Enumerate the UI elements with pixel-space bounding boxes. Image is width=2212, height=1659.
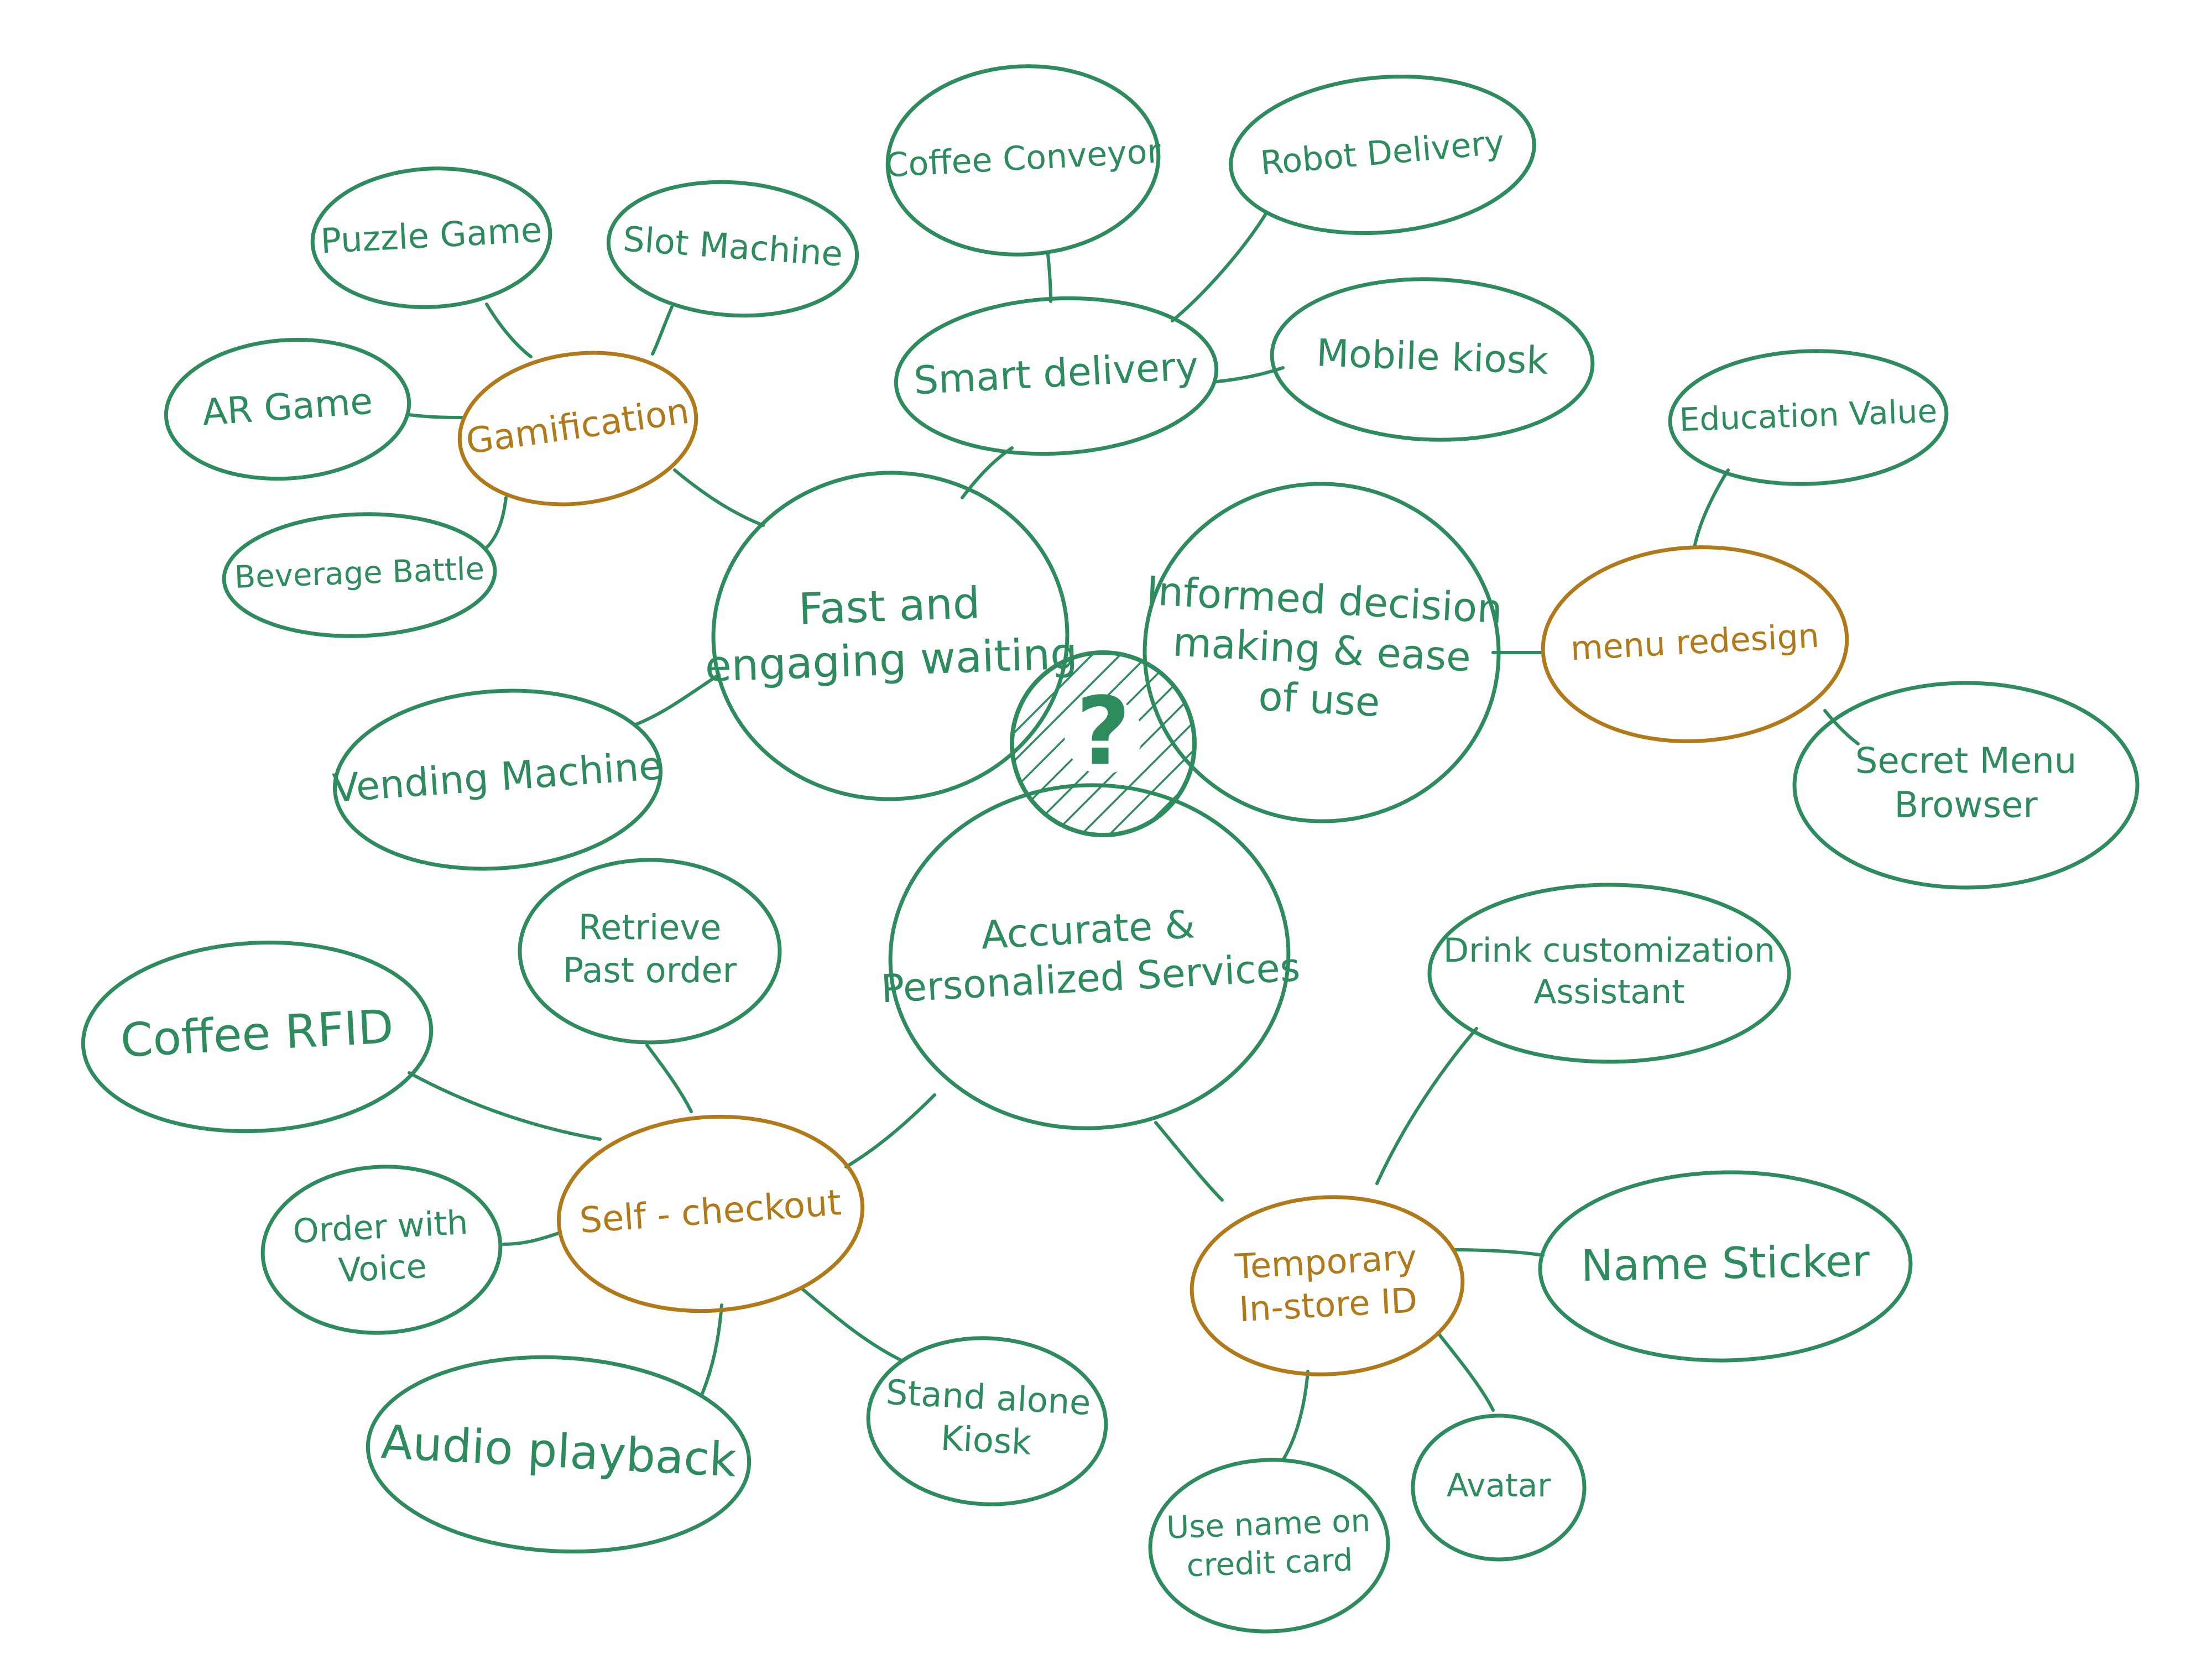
category-temporary-id-outline bbox=[1190, 1195, 1465, 1376]
link-self-retrieve bbox=[645, 1044, 693, 1113]
link-fast-vending bbox=[634, 673, 721, 726]
idea-avatar: Avatar bbox=[1411, 1413, 1587, 1562]
link-self-voice bbox=[502, 1232, 560, 1246]
idea-beverage-battle-label-line-1: Beverage Battle bbox=[234, 551, 485, 596]
pillar-informed-decision-label-line-3: of use bbox=[1258, 673, 1381, 726]
idea-retrieve-past-order-label-line-1: Retrieve bbox=[578, 907, 721, 947]
link-accurate-tempid bbox=[1154, 1121, 1224, 1202]
idea-order-with-voice-label-line-2: Voice bbox=[337, 1247, 427, 1290]
link-menu-secret bbox=[1823, 709, 1860, 745]
idea-use-name-on-credit-card-label-line-2: credit card bbox=[1186, 1542, 1354, 1584]
link-fast-gamification bbox=[673, 468, 765, 527]
category-self-checkout-outline bbox=[556, 1114, 865, 1313]
link-temp-avatar bbox=[1436, 1331, 1495, 1412]
category-temporary-id-label-line-2: In-store ID bbox=[1238, 1280, 1418, 1329]
idea-coffee-conveyor-outline bbox=[885, 64, 1161, 257]
category-menu-redesign-outline bbox=[1541, 545, 1849, 743]
idea-robot-delivery-outline bbox=[1229, 74, 1536, 236]
idea-drink-customization-assistant-label-line-2: Assistant bbox=[1533, 973, 1684, 1011]
category-temporary-id-label-line-1: Temporary bbox=[1234, 1237, 1418, 1287]
idea-order-with-voice-outline bbox=[260, 1165, 503, 1335]
idea-drink-customization-assistant-outline bbox=[1427, 883, 1791, 1064]
idea-avatar-label-line-1: Avatar bbox=[1447, 1467, 1551, 1504]
center-question-mark: ? bbox=[1076, 677, 1131, 786]
idea-ar-game-outline bbox=[164, 337, 411, 481]
link-gam-beverage bbox=[485, 496, 508, 549]
link-smart-mobile bbox=[1215, 366, 1285, 383]
idea-name-sticker: Name Sticker bbox=[1538, 1170, 1913, 1363]
idea-secret-menu-browser-outline bbox=[1792, 681, 2140, 890]
idea-beverage-battle-outline bbox=[222, 512, 497, 638]
idea-education-value-label-line-1: Education Value bbox=[1679, 392, 1938, 439]
link-temp-drink bbox=[1375, 1027, 1478, 1185]
link-gam-puzzle bbox=[485, 302, 533, 358]
idea-stand-alone-kiosk-outline bbox=[866, 1336, 1108, 1506]
idea-education-value: Education Value bbox=[1668, 349, 1949, 486]
link-self-audio bbox=[701, 1303, 723, 1395]
idea-mobile-kiosk: Mobile kiosk bbox=[1270, 277, 1595, 442]
idea-use-name-on-credit-card-label-line-1: Use name on bbox=[1166, 1503, 1371, 1546]
pillar-fast-engaging-waiting-outline bbox=[711, 471, 1070, 801]
idea-order-with-voice-label-line-1: Order with bbox=[292, 1203, 469, 1251]
link-menu-education bbox=[1693, 468, 1730, 546]
idea-mobile-kiosk-label-line-1: Mobile kiosk bbox=[1316, 331, 1549, 383]
pillar-accurate-personalized-label-line-1: Accurate & bbox=[980, 901, 1196, 958]
category-smart-delivery-outline bbox=[894, 296, 1219, 456]
idea-stand-alone-kiosk-label-line-2: Kiosk bbox=[940, 1418, 1032, 1463]
idea-vending-machine-outline bbox=[333, 688, 662, 871]
link-temp-name bbox=[1453, 1248, 1545, 1257]
link-accurate-selfcheckout bbox=[844, 1093, 936, 1168]
link-gam-slot bbox=[651, 305, 674, 356]
pillar-fast-engaging-waiting-label-line-1: Fast and bbox=[798, 578, 981, 634]
idea-puzzle-game-outline bbox=[310, 166, 552, 309]
category-gamification-outline bbox=[457, 351, 698, 507]
idea-slot-machine-outline bbox=[606, 180, 859, 318]
idea-coffee-rfid-outline bbox=[81, 940, 434, 1134]
idea-education-value-outline bbox=[1668, 349, 1949, 486]
link-self-rfid bbox=[408, 1071, 602, 1141]
link-smart-robot bbox=[1171, 211, 1268, 322]
idea-audio-playback-outline bbox=[366, 1355, 752, 1554]
link-temp-credit bbox=[1281, 1370, 1310, 1462]
idea-use-name-on-credit-card-outline bbox=[1148, 1458, 1390, 1634]
idea-retrieve-past-order-label-line-2: Past order bbox=[563, 950, 737, 990]
idea-name-sticker-label-line-1: Name Sticker bbox=[1580, 1237, 1870, 1291]
pillar-accurate-personalized-outline bbox=[888, 783, 1291, 1130]
link-gam-ar bbox=[408, 413, 466, 419]
pillar-informed-decision-outline bbox=[1142, 482, 1501, 823]
idea-drink-customization-assistant-label-line-1: Drink customization bbox=[1443, 931, 1775, 970]
center-question-bg bbox=[1065, 697, 1142, 774]
idea-secret-menu-browser-label-line-2: Browser bbox=[1894, 785, 2038, 826]
idea-retrieve-past-order-outline bbox=[518, 858, 782, 1045]
idea-mobile-kiosk-outline bbox=[1270, 277, 1595, 442]
idea-secret-menu-browser-label-line-1: Secret Menu bbox=[1855, 741, 2077, 782]
idea-beverage-battle: Beverage Battle bbox=[222, 512, 497, 638]
idea-avatar-outline bbox=[1411, 1413, 1587, 1562]
link-self-standalone bbox=[800, 1287, 903, 1362]
idea-name-sticker-outline bbox=[1538, 1170, 1913, 1363]
